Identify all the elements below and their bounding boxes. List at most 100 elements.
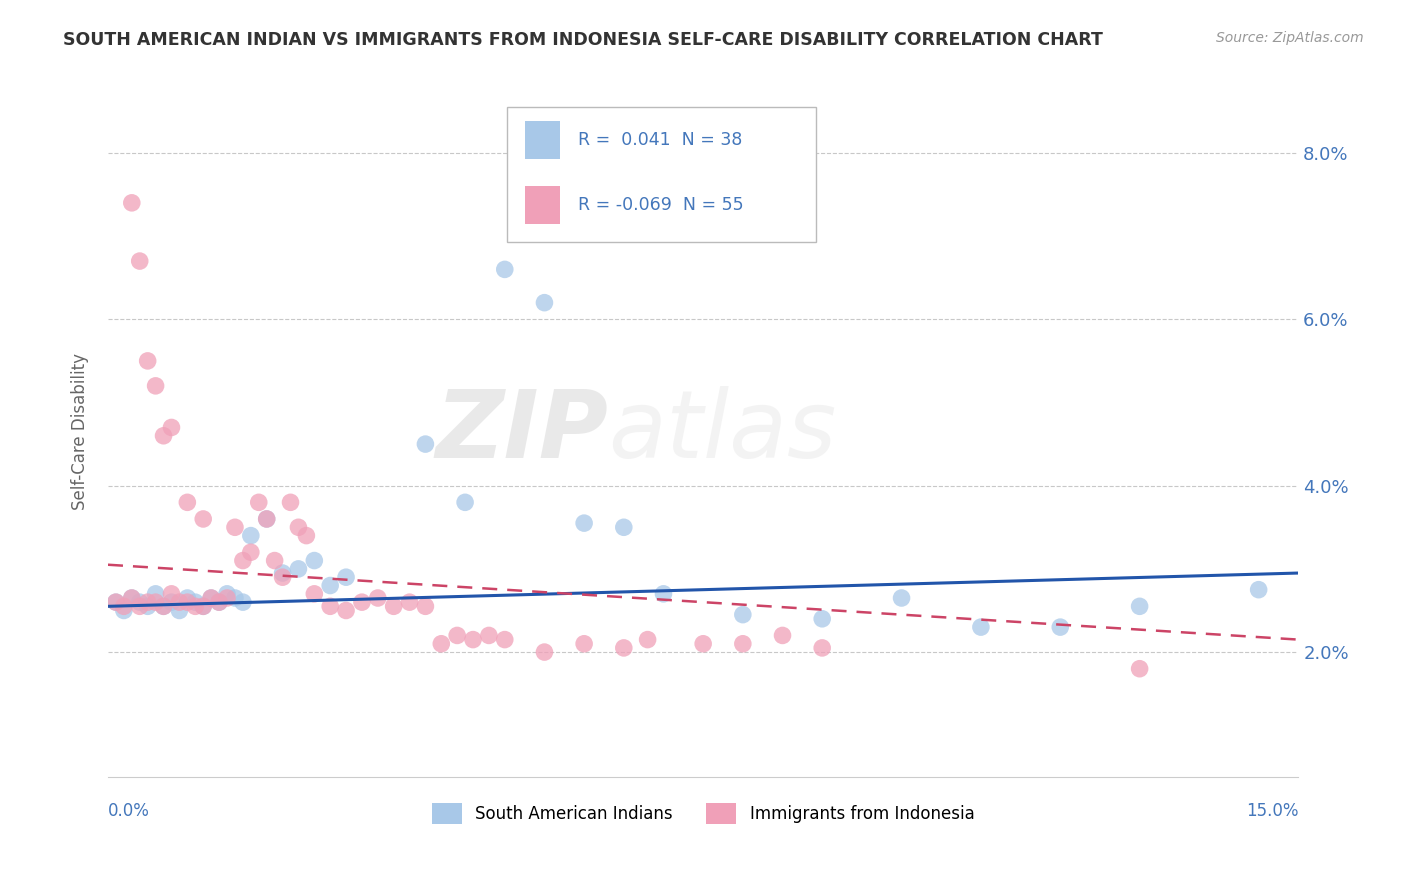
Point (152, 599, 174, 614)
Point (613, 520, 636, 534)
Point (572, 637, 595, 651)
Point (169, 595, 191, 609)
Point (415, 437, 437, 451)
Bar (524, 186, 561, 225)
Point (731, 637, 754, 651)
Point (215, 587, 238, 601)
Point (280, 495, 302, 509)
Point (224, 591, 246, 605)
Point (811, 612, 834, 626)
Point (239, 545, 262, 559)
Point (1129, 599, 1152, 614)
Point (193, 599, 215, 614)
Point (350, 595, 373, 609)
Point (239, 528, 262, 542)
Point (193, 599, 215, 614)
Point (160, 587, 183, 601)
Point (304, 553, 326, 567)
Point (335, 603, 357, 617)
Point (430, 637, 453, 651)
Point (454, 495, 477, 509)
Point (533, 645, 555, 659)
Point (152, 429, 174, 443)
Text: R = -0.069  N = 55: R = -0.069 N = 55 (578, 196, 744, 214)
Point (415, 599, 437, 614)
Text: 0.0%: 0.0% (108, 802, 150, 820)
Point (128, 595, 150, 609)
Text: atlas: atlas (607, 386, 837, 477)
Point (208, 595, 231, 609)
Point (121, 195, 143, 210)
Point (152, 599, 174, 614)
Point (263, 553, 285, 567)
Point (382, 599, 405, 614)
Point (193, 512, 215, 526)
Point (160, 595, 183, 609)
Point (184, 599, 207, 614)
Point (121, 591, 143, 605)
Point (145, 379, 167, 393)
Point (128, 254, 150, 268)
Point (232, 595, 254, 609)
Point (112, 599, 135, 614)
Text: SOUTH AMERICAN INDIAN VS IMMIGRANTS FROM INDONESIA SELF-CARE DISABILITY CORRELAT: SOUTH AMERICAN INDIAN VS IMMIGRANTS FROM… (63, 31, 1104, 49)
Point (970, 620, 993, 634)
Point (637, 632, 659, 647)
Point (200, 591, 222, 605)
Text: 15.0%: 15.0% (1246, 802, 1298, 820)
Point (811, 640, 834, 655)
Point (200, 591, 222, 605)
Y-axis label: Self-Care Disability: Self-Care Disability (72, 353, 89, 510)
Point (692, 637, 714, 651)
Point (145, 595, 167, 609)
Point (1049, 620, 1071, 634)
Point (215, 591, 238, 605)
Point (533, 295, 555, 310)
Point (136, 354, 159, 368)
Point (112, 603, 135, 617)
Point (160, 420, 183, 434)
Point (176, 495, 198, 509)
Point (256, 512, 278, 526)
Point (145, 587, 167, 601)
Point (319, 599, 342, 614)
Point (461, 632, 484, 647)
Point (494, 632, 516, 647)
Point (184, 595, 207, 609)
Point (176, 595, 198, 609)
Point (319, 578, 342, 592)
Point (572, 516, 595, 530)
Point (287, 562, 309, 576)
Point (247, 495, 270, 509)
Point (176, 591, 198, 605)
Point (446, 628, 468, 642)
Bar (524, 121, 561, 159)
Point (731, 607, 754, 622)
Point (104, 595, 127, 609)
Point (104, 595, 127, 609)
Point (367, 591, 389, 605)
Text: Source: ZipAtlas.com: Source: ZipAtlas.com (1216, 31, 1364, 45)
Point (208, 595, 231, 609)
Point (494, 262, 516, 277)
Point (256, 512, 278, 526)
Point (398, 595, 420, 609)
Point (128, 599, 150, 614)
Point (1247, 582, 1270, 597)
Point (890, 591, 912, 605)
Text: R =  0.041  N = 38: R = 0.041 N = 38 (578, 131, 742, 149)
Point (304, 587, 326, 601)
Legend: South American Indians, Immigrants from Indonesia: South American Indians, Immigrants from … (432, 804, 974, 824)
Point (652, 587, 675, 601)
Point (335, 570, 357, 584)
Point (232, 553, 254, 567)
Point (136, 595, 159, 609)
Point (224, 520, 246, 534)
Point (271, 566, 294, 580)
Point (1129, 662, 1152, 676)
Point (121, 591, 143, 605)
Point (287, 520, 309, 534)
Point (169, 603, 191, 617)
Point (613, 640, 636, 655)
Point (772, 628, 794, 642)
